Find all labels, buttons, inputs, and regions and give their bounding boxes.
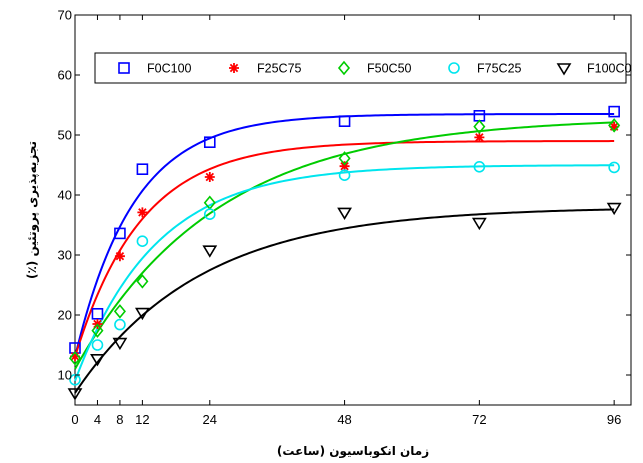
data-point-f50c50 (113, 304, 126, 319)
data-point-f75c25 (114, 318, 126, 331)
fit-curve-f100c0 (74, 208, 615, 394)
data-point-f0c100 (114, 227, 126, 240)
legend-label-f75c25: F75C25 (477, 62, 522, 76)
x-tick-label: 96 (607, 412, 621, 427)
data-point-f0c100 (608, 105, 620, 118)
legend-label-f100c0: F100C0 (587, 62, 632, 76)
legend-marker-f75c25 (448, 62, 460, 74)
x-tick-label: 48 (337, 412, 351, 427)
data-point-f25c75 (70, 351, 80, 362)
axis-ticks (74, 14, 631, 405)
data-point-f75c25 (473, 161, 486, 173)
data-point-f100c0 (112, 337, 128, 351)
legend-label-f50c50: F50C50 (367, 62, 412, 76)
x-tick-label: 0 (71, 412, 78, 427)
x-tick-label: 4 (94, 412, 101, 427)
legend-marker-f25c75 (229, 63, 239, 73)
fit-curve-f25c75 (74, 140, 615, 358)
fit-curves (74, 113, 615, 394)
fit-curve-f50c50 (74, 121, 615, 370)
data-point-f100c0 (202, 245, 218, 258)
x-tick-label: 12 (135, 412, 149, 427)
fit-curve-f75c25 (74, 164, 615, 382)
data-point-f50c50 (68, 350, 82, 366)
data-point-f75c25 (203, 208, 216, 220)
x-axis-title: زمان انکوباسیون (ساعت) (277, 444, 429, 459)
legend: F0C100 F25C75 F50C50 F75C25 F100C0 (94, 52, 632, 84)
tick-labels: 0 4 8 12 24 48 72 96 10 20 30 40 50 60 70 (58, 8, 622, 428)
y-tick-label: 30 (58, 248, 72, 263)
y-tick-label: 20 (58, 308, 72, 323)
data-point-f75c25 (91, 339, 104, 351)
data-point-f0c100 (136, 163, 149, 175)
y-tick-label: 70 (58, 8, 72, 23)
legend-marker-f0c100 (118, 62, 130, 74)
data-point-f0c100 (338, 115, 351, 127)
data-point-f25c75 (339, 161, 350, 172)
data-point-f75c25 (338, 169, 351, 181)
data-point-f100c0 (606, 202, 622, 216)
legend-label-f25c75: F25C75 (257, 62, 302, 76)
data-point-f0c100 (203, 136, 216, 148)
y-tick-label: 60 (58, 68, 72, 83)
data-point-f100c0 (90, 353, 105, 367)
data-point-f75c25 (136, 235, 149, 247)
data-point-f25c75 (474, 132, 485, 143)
data-point-f25c75 (204, 172, 215, 182)
data-point-f50c50 (136, 274, 149, 289)
data-point-f25c75 (137, 207, 148, 218)
y-tick-label: 10 (58, 368, 72, 383)
data-point-f0c100 (91, 307, 104, 320)
data-point-f25c75 (609, 121, 620, 132)
y-axis-title: تجزیه‌پذیری پروتئین (٪) (25, 141, 40, 279)
data-point-f50c50 (91, 323, 104, 338)
y-tick-label: 50 (58, 128, 72, 143)
legend-label-f0c100: F0C100 (147, 62, 192, 76)
x-tick-label: 8 (116, 412, 123, 427)
data-point-f100c0 (471, 217, 487, 231)
legend-box (94, 52, 627, 84)
x-tick-label: 24 (203, 412, 217, 427)
data-point-f100c0 (67, 388, 83, 401)
data-point-f25c75 (114, 251, 125, 262)
x-tick-label: 72 (472, 412, 486, 427)
data-point-f50c50 (608, 118, 621, 133)
data-point-f100c0 (134, 307, 150, 321)
data-point-f50c50 (338, 151, 351, 166)
y-tick-label: 40 (58, 188, 72, 203)
data-point-f50c50 (473, 119, 486, 134)
legend-marker-f100c0 (556, 63, 572, 76)
data-markers (67, 105, 622, 401)
legend-marker-f50c50 (337, 60, 351, 76)
data-point-f100c0 (337, 207, 352, 220)
data-point-f75c25 (608, 161, 620, 174)
